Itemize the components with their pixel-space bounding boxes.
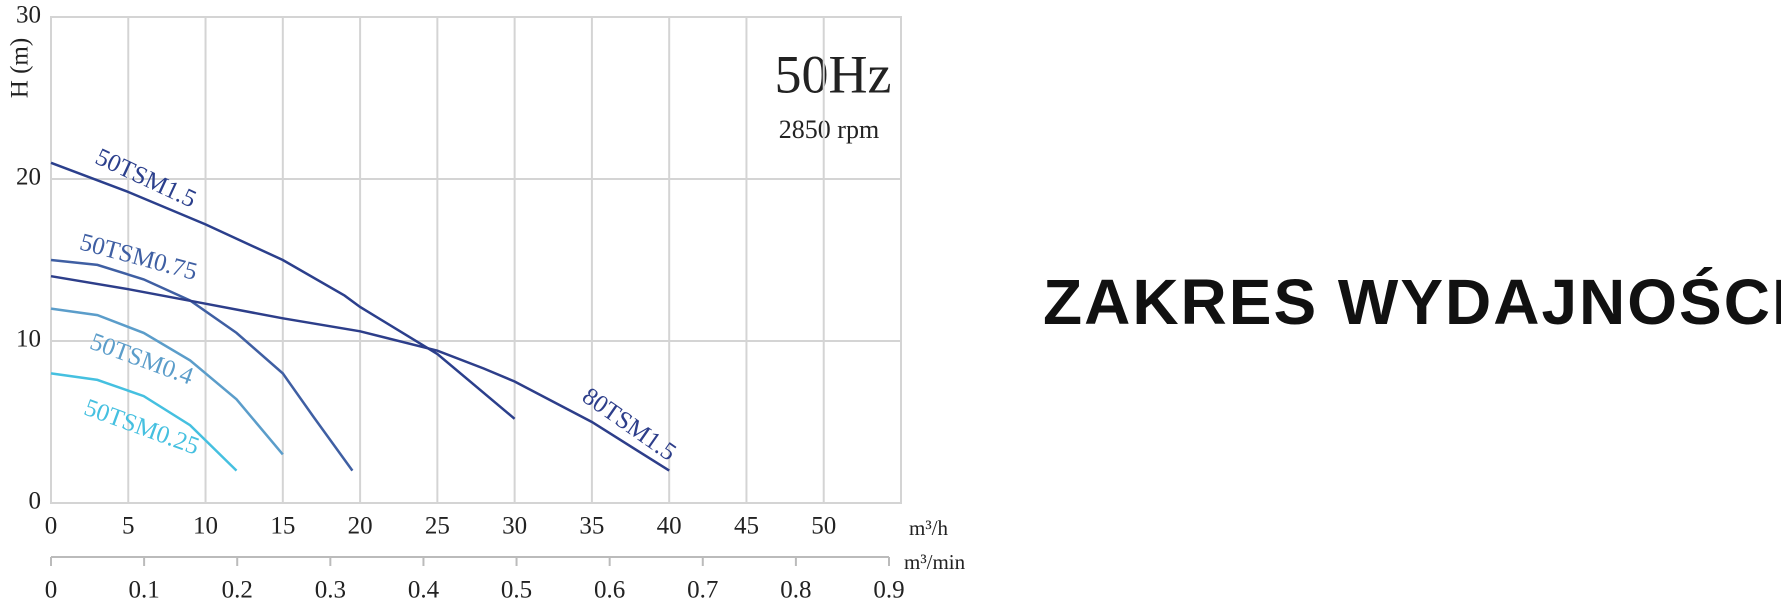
curve-label: 50TSM0.25 (81, 394, 203, 460)
x-tick-label: 15 (270, 513, 295, 540)
x-tick-label: 20 (348, 513, 373, 540)
x2-tick-label: 0.7 (687, 577, 718, 604)
x2-tick-label: 0.3 (315, 577, 346, 604)
x-tick-label: 30 (502, 513, 527, 540)
x2-tick-label: 0.8 (780, 577, 811, 604)
x-tick-label: 35 (579, 513, 604, 540)
x2-axis-label: m³/min (904, 550, 966, 574)
pump-curve (50, 274, 670, 472)
x2-tick-label: 0.6 (594, 577, 625, 604)
x2-tick-label: 0.2 (222, 577, 253, 604)
x2-tick-label: 0.5 (501, 577, 532, 604)
y-tick-label: 20 (16, 164, 41, 191)
y-axis-label: H (m) (7, 38, 34, 98)
x-tick-label: 50 (811, 513, 836, 540)
x-tick-label: 0 (45, 513, 58, 540)
heading: ZAKRES WYDAJNOŚCI (1043, 266, 1781, 338)
pump-curve (50, 258, 354, 472)
frequency-label: 50Hz (775, 44, 892, 104)
x2-tick-label: 0.1 (128, 577, 159, 604)
x2-tick-label: 0.9 (873, 577, 904, 604)
x2-tick-label: 0 (45, 577, 58, 604)
rpm-label: 2850 rpm (779, 115, 879, 144)
x2-tick-label: 0.4 (408, 577, 440, 604)
x-tick-label: 25 (425, 513, 450, 540)
x-tick-label: 5 (122, 513, 135, 540)
pump-curve (50, 161, 516, 420)
y-tick-label: 0 (29, 488, 42, 515)
pump-curve (50, 307, 284, 456)
x-axis-label: m³/h (909, 516, 948, 540)
x-tick-label: 40 (657, 513, 682, 540)
x-tick-label: 45 (734, 513, 759, 540)
pump-curve (50, 372, 238, 472)
y-tick-label: 10 (16, 326, 41, 353)
y-tick-label: 30 (16, 2, 41, 29)
x-tick-label: 10 (193, 513, 218, 540)
